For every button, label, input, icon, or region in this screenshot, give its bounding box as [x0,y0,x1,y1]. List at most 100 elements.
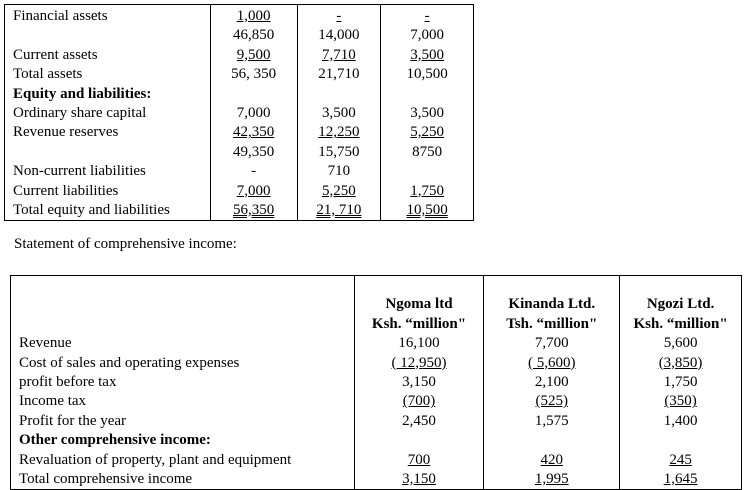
value-cell: 2,100 [483,372,620,393]
company-header: Kinanda Ltd. [483,295,620,315]
value-cell [209,84,297,104]
value-text: 7,700 [534,335,569,352]
value-text: 7,000 [410,27,444,44]
value-text: 2,450 [402,412,436,429]
value-cell: (350) [619,392,742,412]
table-row: 49,350 15,750 8750 [5,142,474,163]
table-row: Revenue 16,100 7,700 5,600 [11,334,742,354]
table-row: Total equity and liabilities 56,350 21, 71… [5,200,474,221]
value-cell: 56, 350 [209,65,297,85]
value-text: 245 [669,451,692,468]
value-text: - [336,8,342,24]
header-row-names: Ngoma ltd Kinanda Ltd. Ngozi Ltd. [11,295,742,315]
value-text: 3,500 [322,104,356,121]
value-cell: 3,500 [380,45,474,66]
value-text: 3,500 [410,104,444,121]
value-text: 56, 350 [231,66,277,83]
income-statement-table: Ngoma ltd Kinanda Ltd. Ngozi Ltd. Ksh. “… [10,275,742,490]
table-row: Ordinary share capital 7,000 3,500 3,500 [5,103,474,124]
value-text: 1,575 [534,412,569,429]
value-cell: 49,350 [209,142,297,163]
value-text: 710 [327,163,351,180]
value-cell: 700 [353,450,484,470]
company-header: Ngozi Ltd. [619,295,742,315]
value-text: ( 12,950) [391,354,447,371]
value-cell: 9,500 [209,45,297,66]
header-row-currency: Ksh. “million" Tsh. “million" Ksh. “mill… [11,314,742,335]
value-cell: - [209,162,297,182]
value-text: (700) [402,393,436,410]
table-row: Total assets 56, 350 21,710 10,500 [5,65,474,85]
value-cell: 2,450 [353,411,484,432]
value-cell: 1,000 [209,4,297,27]
value-text: 1,400 [663,412,698,429]
value-text: 21, 710 [316,201,362,218]
row-label: Income tax [19,393,87,410]
value-cell: (700) [353,392,484,412]
value-cell: 7,000 [380,26,474,46]
value-text: 3,500 [410,46,444,63]
table-row: 46,850 14,000 7,000 [5,26,474,46]
value-text: - [251,163,257,180]
value-text: 3,150 [402,373,436,390]
value-text: 8750 [412,143,443,160]
value-cell: 7,000 [209,103,297,124]
row-label: Total assets [13,66,83,83]
value-cell: 7,710 [296,45,381,66]
balance-sheet-table: Financial assets 1,000 - - 46,850 14,000 7,000… [4,4,474,222]
value-cell [380,162,474,182]
row-label [5,143,211,162]
row-label: Ordinary share capital [13,104,147,121]
value-text: 420 [540,451,564,468]
value-cell: 12,250 [296,123,381,143]
row-label: Revenue [19,335,72,352]
row-label: Revaluation of property, plant and equip… [19,451,292,468]
value-cell [483,431,620,451]
value-cell [296,84,381,104]
header-row [11,275,742,296]
value-text: 10,500 [406,201,448,218]
value-cell: 5,250 [380,123,474,143]
value-text: 14,000 [318,27,360,44]
value-text: 1,995 [534,470,569,487]
table-row: Total comprehensive income 3,150 1,995 1,64… [11,469,742,490]
value-cell: 14,000 [296,26,381,46]
value-text: 7,000 [236,104,271,121]
value-text: 1,750 [410,182,444,199]
value-text: 46,850 [233,27,275,44]
row-label: Cost of sales and operating expenses [19,354,240,371]
table-row: profit before tax 3,150 2,100 1,750 [11,372,742,393]
value-text: 49,350 [233,143,275,160]
value-cell: 7,000 [209,181,297,201]
row-label: Non-current liabilities [13,163,146,180]
value-text: (525) [535,393,569,410]
row-label: Profit for the year [19,412,127,429]
value-cell: ( 12,950) [353,353,484,373]
row-label: Current assets [13,46,98,63]
value-text: 1,000 [236,8,271,24]
table-row: Other comprehensive income: [11,431,742,451]
table-row: Revaluation of property, plant and equip… [11,450,742,470]
value-cell: 10,500 [380,200,474,221]
currency-header: Ksh. “million" [619,314,742,335]
value-text: - [424,8,430,24]
value-cell: 1,645 [619,469,742,490]
value-cell: 3,150 [353,469,484,490]
value-cell: 1,750 [619,372,742,393]
value-cell: 3,500 [296,103,381,124]
value-text: 7,000 [236,182,271,199]
table-row: Current liabilities 7,000 5,250 1,750 [5,181,474,201]
value-cell: 420 [483,450,620,470]
value-text: 3,150 [402,470,436,487]
value-cell: ( 5,600) [483,353,620,373]
value-cell: 245 [619,450,742,470]
row-label: profit before tax [19,373,117,390]
value-text: 12,250 [318,124,360,141]
row-label [5,26,211,45]
currency-header: Tsh. “million" [483,314,620,335]
value-text: 5,600 [663,335,698,352]
table-row: Cost of sales and operating expenses ( 12… [11,353,742,373]
value-text: (3,850) [658,354,703,371]
value-text: 7,710 [322,46,356,63]
value-text: 16,100 [398,335,440,352]
